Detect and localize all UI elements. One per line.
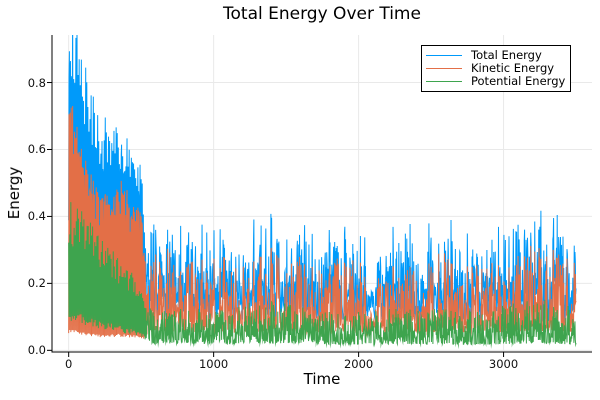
y-tick-label: 0.8 <box>27 75 46 90</box>
y-tick-label: 0.2 <box>27 276 46 291</box>
legend: Total Energy Kinetic Energy Potential En… <box>421 45 571 92</box>
legend-label-potential: Potential Energy <box>471 74 566 88</box>
kinetic-energy-line-icon <box>426 68 462 69</box>
chart-title: Total Energy Over Time <box>223 4 421 24</box>
x-tick-label: 1000 <box>198 357 229 371</box>
legend-label-total: Total Energy <box>471 48 542 62</box>
total-energy-line-icon <box>426 55 462 56</box>
y-tick-label: 0.0 <box>27 343 46 358</box>
x-tick-label: 2000 <box>343 357 374 371</box>
legend-entry-total: Total Energy <box>426 49 564 62</box>
legend-entry-kinetic: Kinetic Energy <box>426 62 564 75</box>
legend-label-kinetic: Kinetic Energy <box>471 61 555 75</box>
y-tick-label: 0.4 <box>27 209 46 224</box>
legend-entry-potential: Potential Energy <box>426 74 566 88</box>
potential-energy-line-icon <box>426 81 462 82</box>
y-tick-label: 0.6 <box>27 142 46 157</box>
x-tick-label: 3000 <box>488 357 519 371</box>
x-tick-label: 0 <box>64 357 73 371</box>
x-axis-label: Time <box>303 370 341 388</box>
